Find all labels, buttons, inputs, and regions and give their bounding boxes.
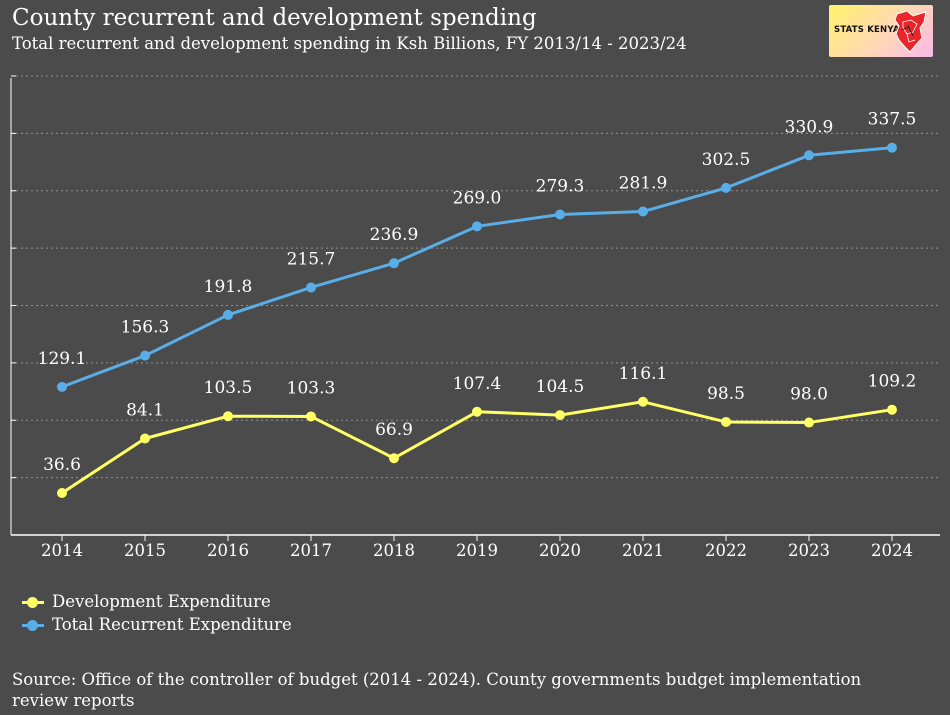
data-label: 84.1 [126, 400, 164, 420]
chart-title: County recurrent and development spendin… [12, 5, 537, 31]
gridlines [10, 75, 940, 535]
data-label: 330.9 [785, 117, 834, 137]
data-point [306, 282, 316, 293]
x-tick-label: 2023 [788, 541, 830, 560]
data-point [555, 209, 565, 220]
data-point [223, 411, 233, 422]
data-point [721, 416, 731, 427]
data-point [887, 404, 897, 415]
data-label: 116.1 [619, 364, 668, 384]
x-tick-label: 2014 [41, 541, 83, 560]
data-label: 269.0 [453, 188, 502, 208]
data-point [57, 488, 67, 499]
data-point [472, 221, 482, 232]
data-label: 36.6 [43, 455, 81, 475]
data-point [887, 142, 897, 153]
x-tick-label: 2021 [622, 541, 664, 560]
data-label: 107.4 [453, 374, 502, 394]
x-tick-label: 2024 [871, 541, 913, 560]
data-label: 66.9 [375, 420, 413, 440]
data-label: 109.2 [868, 372, 917, 392]
legend-marker-development [22, 597, 44, 608]
data-point [389, 258, 399, 269]
data-point [638, 396, 648, 407]
x-tick-label: 2020 [539, 541, 581, 560]
data-label: 104.5 [536, 377, 585, 397]
data-label: 279.3 [536, 177, 585, 197]
series-development: 36.6 84.1 103.5 103.3 66.9 107.4 104.5 116.1 98.… [43, 364, 917, 499]
data-point [472, 406, 482, 417]
data-point [555, 410, 565, 421]
legend-label-recurrent: Total Recurrent Expenditure [52, 615, 292, 634]
x-tick-label: 2022 [705, 541, 747, 560]
data-label: 98.0 [790, 385, 828, 405]
data-point [721, 182, 731, 193]
data-point [57, 381, 67, 392]
data-point [223, 309, 233, 320]
data-point [140, 433, 150, 444]
data-point [804, 150, 814, 161]
series-line [61, 146, 893, 389]
data-label: 156.3 [121, 318, 170, 338]
x-tick-label: 2016 [207, 541, 249, 560]
x-tick-label: 2017 [290, 541, 332, 560]
source-note: Source: Office of the controller of budg… [12, 670, 862, 710]
x-tick-label: 2018 [373, 541, 415, 560]
kenya-map-icon [894, 10, 927, 53]
data-label: 302.5 [702, 150, 751, 170]
legend-label-development: Development Expenditure [52, 592, 271, 611]
data-label: 281.9 [619, 174, 668, 194]
data-point [638, 206, 648, 217]
data-label: 103.5 [204, 378, 253, 398]
data-label: 337.5 [868, 110, 917, 130]
logo-text: STATS KENYA [834, 25, 900, 35]
data-label: 103.3 [287, 378, 336, 398]
series: 36.6 84.1 103.5 103.3 66.9 107.4 104.5 116.1 98.… [38, 110, 917, 499]
x-tick-label: 2019 [456, 541, 498, 560]
data-label: 236.9 [370, 225, 419, 245]
data-point [306, 411, 316, 422]
x-axis: 2014 2015 2016 2017 2018 2019 2020 2021 2022 2023… [11, 534, 940, 560]
legend-marker-recurrent [22, 620, 44, 631]
data-label: 191.8 [204, 277, 253, 297]
data-point [140, 350, 150, 361]
chart-subtitle: Total recurrent and development spending… [12, 34, 687, 53]
data-label: 129.1 [38, 349, 87, 369]
stats-kenya-logo: STATS KENYA [829, 5, 933, 57]
x-tick-label: 2015 [124, 541, 166, 560]
data-point [804, 417, 814, 428]
data-label: 98.5 [707, 384, 745, 404]
data-point [389, 453, 399, 464]
series-recurrent: 129.1 156.3 191.8 215.7 236.9 269.0 279.3 281.9… [38, 110, 917, 392]
data-label: 215.7 [287, 249, 336, 269]
